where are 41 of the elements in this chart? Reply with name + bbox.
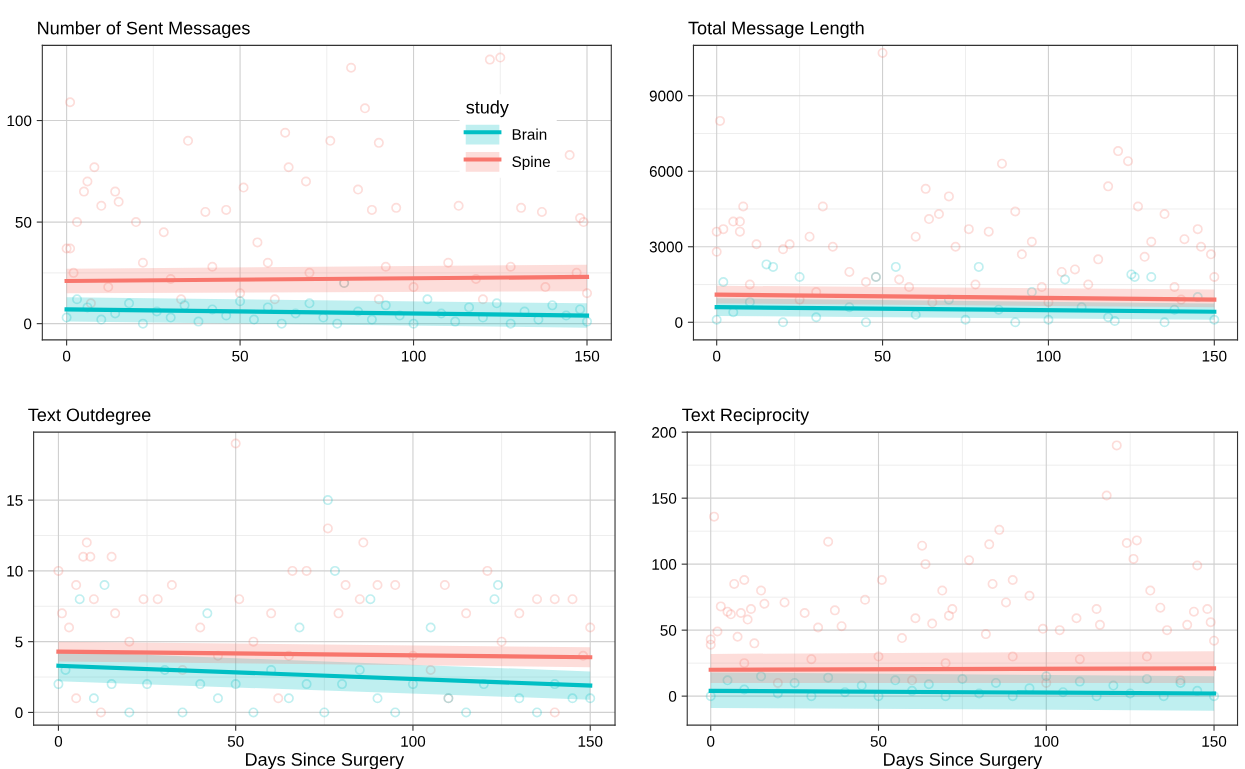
y-tick-label: 5 — [15, 636, 23, 648]
legend-label: Brain — [512, 128, 547, 140]
x-axis-title: Days Since Surgery — [246, 752, 405, 769]
y-tick-label: 0 — [675, 317, 683, 328]
x-tick-label: 150 — [1202, 735, 1227, 747]
x-tick-label: 100 — [1034, 735, 1059, 747]
y-tick-label: 0 — [24, 318, 32, 330]
x-tick-label: 50 — [870, 735, 887, 747]
y-tick-label: 100 — [652, 559, 677, 570]
x-tick-label: 0 — [707, 735, 715, 747]
chart-title: Text Reciprocity — [682, 407, 810, 425]
y-tick-label: 0 — [15, 707, 23, 719]
x-tick-label: 50 — [227, 735, 244, 747]
x-tick-label: 50 — [874, 350, 891, 362]
x-tick-label: 150 — [578, 735, 603, 747]
y-tick-label: 3000 — [649, 241, 683, 253]
x-tick-label: 150 — [1202, 350, 1227, 362]
y-tick-label: 10 — [7, 565, 23, 577]
x-tick-label: 150 — [575, 350, 600, 362]
x-tick-label: 100 — [401, 735, 426, 747]
y-tick-label: 0 — [668, 691, 677, 702]
legend-label: Spine — [512, 155, 550, 171]
y-tick-label: 9000 — [649, 90, 683, 102]
y-tick-label: 6000 — [649, 166, 683, 177]
y-tick-label: 50 — [15, 216, 32, 228]
x-axis-title: Days Since Surgery — [884, 752, 1043, 769]
legend-title: study — [466, 100, 509, 118]
y-tick-label: 15 — [7, 495, 23, 506]
x-tick-label: 50 — [232, 350, 248, 362]
chart-title: Number of Sent Messages — [38, 21, 250, 39]
x-tick-label: 100 — [401, 350, 426, 362]
x-tick-label: 100 — [1036, 350, 1061, 362]
x-tick-label: 0 — [713, 350, 721, 362]
y-tick-label: 150 — [652, 493, 677, 504]
chart-title: Text Outdegree — [28, 407, 151, 425]
y-tick-label: 50 — [660, 625, 677, 636]
x-tick-label: 0 — [62, 350, 71, 362]
y-tick-label: 100 — [7, 115, 32, 127]
x-tick-label: 0 — [54, 735, 63, 747]
y-tick-label: 200 — [652, 427, 677, 438]
chart-title: Total Message Length — [688, 21, 864, 39]
